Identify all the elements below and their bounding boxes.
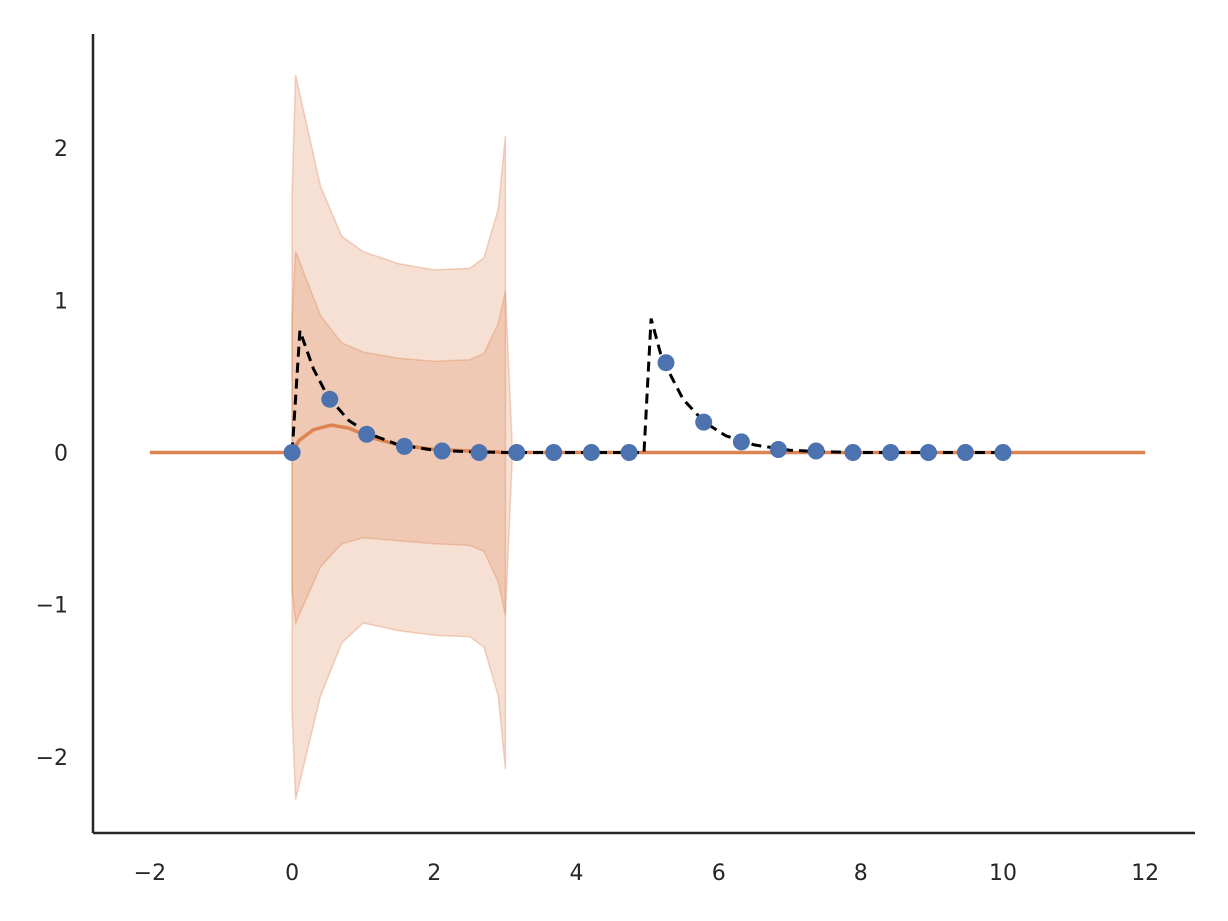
data-point: [919, 444, 937, 461]
x-tick-label: 6: [712, 861, 726, 886]
x-tick-label: 2: [427, 861, 441, 886]
data-point: [508, 444, 526, 461]
inner-band: [291, 251, 514, 626]
mean-line: [149, 423, 1146, 455]
x-tick-label: 12: [1131, 861, 1159, 886]
x-tick-label: 0: [285, 861, 299, 886]
data-point: [695, 413, 713, 431]
data-point: [732, 433, 750, 451]
y-tick-label: −1: [36, 594, 68, 619]
true-signal-line: [290, 318, 1003, 454]
uncertainty-bands: [291, 74, 514, 800]
data-point: [470, 444, 488, 461]
x-tick-label: 8: [854, 861, 868, 886]
data-point: [545, 444, 563, 461]
data-point: [657, 354, 675, 372]
y-tick-label: 1: [54, 289, 68, 314]
data-points: [283, 354, 1012, 461]
data-point: [283, 444, 301, 461]
data-point: [321, 390, 339, 408]
data-point: [882, 444, 900, 461]
data-point: [807, 442, 825, 460]
outer-band: [291, 74, 507, 800]
data-point: [358, 425, 376, 443]
data-point: [620, 444, 638, 461]
data-point: [956, 444, 974, 461]
series-lines: [149, 318, 1146, 455]
y-tick-label: −2: [36, 746, 68, 771]
y-tick-label: 0: [54, 442, 68, 467]
x-tick-label: 10: [989, 861, 1017, 886]
x-tick-label: −2: [134, 861, 166, 886]
y-tick-label: 2: [54, 137, 68, 162]
data-point: [582, 444, 600, 461]
data-point: [844, 444, 862, 461]
data-point: [433, 442, 451, 460]
data-point: [395, 437, 413, 455]
data-point: [994, 444, 1012, 461]
data-point: [769, 441, 787, 458]
x-tick-label: 4: [570, 861, 584, 886]
